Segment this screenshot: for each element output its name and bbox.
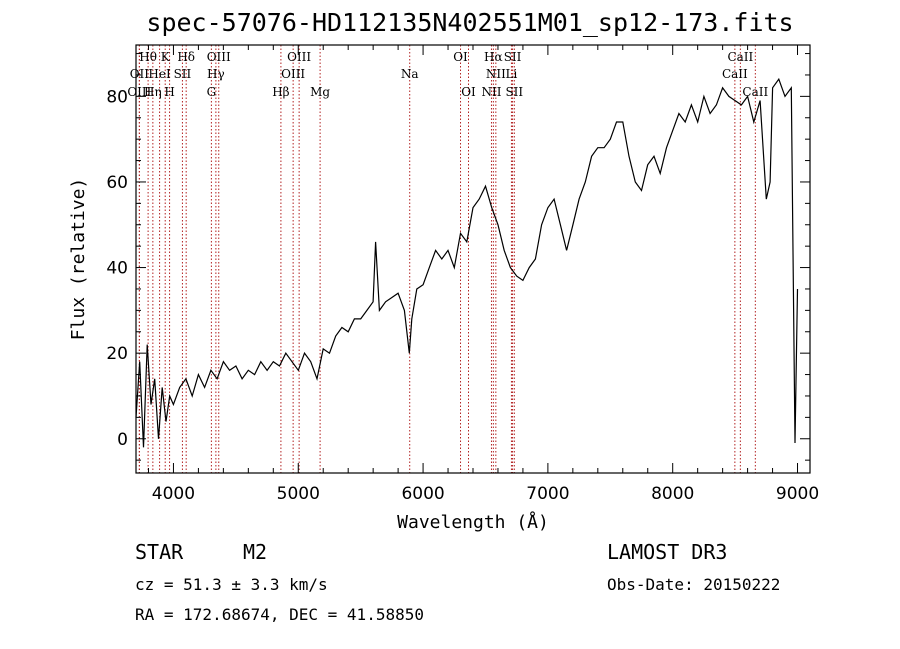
line-label-2-5: Mg: [310, 85, 330, 99]
chart-title: spec-57076-HD112135N402551M01_sp12-173.f…: [146, 8, 794, 37]
line-label-0-3: OIII: [207, 50, 231, 64]
y-tick-label-60: 60: [106, 173, 128, 193]
line-label-2-4: Hβ: [272, 85, 289, 99]
y-tick-label-20: 20: [106, 344, 128, 364]
survey-name: LAMOST DR3: [607, 540, 728, 564]
y-tick-label-80: 80: [106, 87, 128, 107]
object-class: STAR: [135, 540, 184, 564]
x-axis-label: Wavelength (Å): [397, 511, 549, 533]
x-tick-label-9000: 9000: [776, 484, 819, 504]
x-axis: 4000 5000 6000 7000 8000 9000: [147, 45, 819, 504]
line-label-1-5: Na: [401, 67, 419, 81]
line-label-1-2: SII: [174, 67, 192, 81]
y-tick-label-40: 40: [106, 259, 128, 279]
observation-date: Obs-Date: 20150222: [607, 575, 781, 594]
line-label-0-6: Hα: [484, 50, 503, 64]
y-axis-label: Flux (relative): [68, 178, 89, 341]
x-tick-label-4000: 4000: [152, 484, 195, 504]
line-label-1-3: Hγ: [207, 67, 225, 81]
x-tick-label-5000: 5000: [277, 484, 320, 504]
line-label-0-8: CaII: [727, 50, 753, 64]
y-tick-label-0: 0: [117, 430, 128, 450]
line-label-1-1: HeI: [148, 67, 171, 81]
line-label-2-2: H: [164, 85, 174, 99]
line-label-2-6: OI: [461, 85, 476, 99]
emission-lines-layer: [138, 45, 756, 473]
line-label-1-8: CaII: [722, 67, 748, 81]
line-label-2-9: CaII: [742, 85, 768, 99]
line-label-0-1: K: [161, 50, 171, 64]
line-label-1-0: OII: [130, 67, 150, 81]
y-axis: 0 20 40 60 80: [106, 53, 810, 461]
x-tick-label-7000: 7000: [526, 484, 569, 504]
line-label-2-7: NII: [481, 85, 501, 99]
line-label-2-1: Hη: [144, 85, 162, 99]
x-tick-label-6000: 6000: [401, 484, 444, 504]
spectrum-line: [135, 77, 799, 448]
line-label-2-3: G: [207, 85, 217, 99]
line-label-1-6: NII: [486, 67, 506, 81]
line-label-2-0: OIII: [127, 85, 151, 99]
line-label-0-4: OIII: [287, 50, 311, 64]
x-tick-label-8000: 8000: [651, 484, 694, 504]
line-label-0-7: SII: [504, 50, 522, 64]
line-label-0-0: Hθ: [139, 50, 157, 64]
line-label-0-5: OI: [453, 50, 468, 64]
line-label-1-4: OIII: [281, 67, 305, 81]
redshift-cz: cz = 51.3 ± 3.3 km/s: [135, 575, 328, 594]
line-label-2-8: SII: [505, 85, 523, 99]
line-label-1-7: Li: [506, 67, 518, 81]
line-label-0-2: Hδ: [177, 50, 195, 64]
object-subclass: M2: [243, 540, 268, 564]
ra-dec-coordinates: RA = 172.68674, DEC = 41.58850: [135, 605, 424, 624]
